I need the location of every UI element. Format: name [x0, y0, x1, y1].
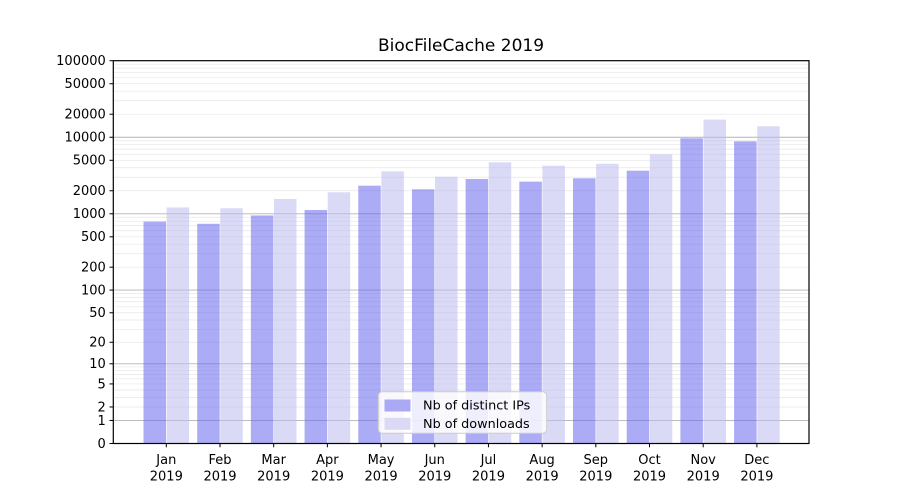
y-axis-tick-label: 2 — [98, 400, 106, 415]
y-axis-ticks: 1000005000020000100005000200010005002001… — [56, 54, 114, 452]
y-axis-tick-label: 10 — [89, 357, 106, 372]
y-axis-tick-label: 50000 — [64, 77, 105, 92]
y-axis-tick-label: 0 — [98, 437, 106, 452]
bar-downloads-apr — [327, 192, 351, 444]
bar-downloads-mar — [273, 199, 297, 444]
bar-distinct-ips-sep — [573, 178, 596, 444]
bars-distinct-ips — [143, 138, 757, 444]
bar-downloads-feb — [220, 208, 243, 444]
x-axis-month-label: Oct — [638, 453, 660, 468]
y-axis-tick-label: 100000 — [56, 54, 106, 69]
x-axis-month-label: Apr — [316, 453, 339, 468]
y-axis-tick-label: 50 — [89, 306, 106, 321]
bar-distinct-ips-oct — [626, 170, 650, 444]
bar-distinct-ips-jun — [411, 189, 435, 444]
x-axis-year-label: 2019 — [740, 470, 773, 485]
x-axis-year-label: 2019 — [687, 470, 720, 485]
bar-downloads-aug — [542, 165, 565, 444]
bar-distinct-ips-dec — [734, 141, 757, 444]
bar-distinct-ips-may — [358, 185, 381, 444]
x-axis-month-label: Jun — [424, 453, 445, 468]
legend-swatch-distinct-ips — [384, 399, 411, 412]
x-axis-month-label: Feb — [208, 453, 231, 468]
legend-label-downloads: Nb of downloads — [423, 417, 530, 432]
y-axis-tick-label: 20000 — [64, 108, 105, 123]
y-axis-tick-label: 5000 — [73, 154, 106, 169]
plot-border — [112, 60, 810, 445]
x-axis-year-label: 2019 — [633, 470, 666, 485]
x-axis-month-label: May — [368, 453, 395, 468]
y-axis-tick-label: 20 — [89, 336, 106, 351]
x-axis-year-label: 2019 — [418, 470, 451, 485]
x-axis-month-label: Jul — [480, 453, 497, 468]
x-axis-year-label: 2019 — [150, 470, 183, 485]
x-axis-year-label: 2019 — [311, 470, 344, 485]
bar-distinct-ips-nov — [680, 138, 703, 444]
x-axis-ticks: Jan 2019 Feb 2019 Mar 2019 Apr 2019 May 2019 Jun 20… — [150, 443, 773, 485]
bar-downloads-jun — [435, 176, 458, 444]
y-axis-tick-label: 5 — [98, 377, 106, 392]
bar-downloads-nov — [703, 119, 726, 444]
x-axis-month-label: Nov — [691, 453, 717, 468]
bar-distinct-ips-mar — [250, 215, 274, 444]
legend-swatch-downloads — [384, 417, 411, 430]
x-axis-month-label: Mar — [261, 453, 286, 468]
bar-distinct-ips-aug — [519, 181, 542, 444]
x-axis-year-label: 2019 — [472, 470, 505, 485]
legend-box — [377, 391, 548, 434]
y-axis-tick-label: 2000 — [73, 184, 106, 199]
bar-distinct-ips-jan — [143, 221, 166, 444]
bar-distinct-ips-jul — [465, 178, 489, 444]
x-axis-year-label: 2019 — [526, 470, 559, 485]
legend: Nb of distinct IPs Nb of downloads — [377, 391, 548, 434]
bar-downloads-jan — [166, 207, 190, 444]
x-axis-month-label: Sep — [584, 453, 609, 468]
x-axis-year-label: 2019 — [579, 470, 612, 485]
bar-downloads-jul — [488, 162, 512, 444]
x-axis-month-label: Jan — [155, 453, 176, 468]
legend-label-distinct-ips: Nb of distinct IPs — [423, 399, 531, 414]
bar-downloads-dec — [757, 126, 780, 444]
x-axis-year-label: 2019 — [365, 470, 398, 485]
chart-title: BiocFileCache 2019 — [378, 36, 544, 56]
x-axis-year-label: 2019 — [203, 470, 236, 485]
bar-distinct-ips-feb — [197, 223, 220, 444]
y-axis-tick-label: 10000 — [64, 131, 105, 146]
x-axis-year-label: 2019 — [257, 470, 290, 485]
x-axis-month-label: Dec — [744, 453, 769, 468]
y-axis-tick-label: 100 — [81, 283, 106, 298]
x-axis-month-label: Aug — [529, 453, 554, 468]
y-axis-tick-label: 500 — [81, 230, 106, 245]
bar-distinct-ips-apr — [304, 210, 328, 444]
y-axis-tick-label: 1 — [98, 414, 106, 429]
y-axis-tick-label: 200 — [81, 261, 106, 276]
bar-downloads-may — [381, 171, 404, 444]
y-axis-tick-label: 1000 — [73, 207, 106, 222]
bar-downloads-sep — [596, 163, 619, 444]
bar-downloads-oct — [649, 154, 673, 444]
bars-downloads — [166, 119, 780, 444]
